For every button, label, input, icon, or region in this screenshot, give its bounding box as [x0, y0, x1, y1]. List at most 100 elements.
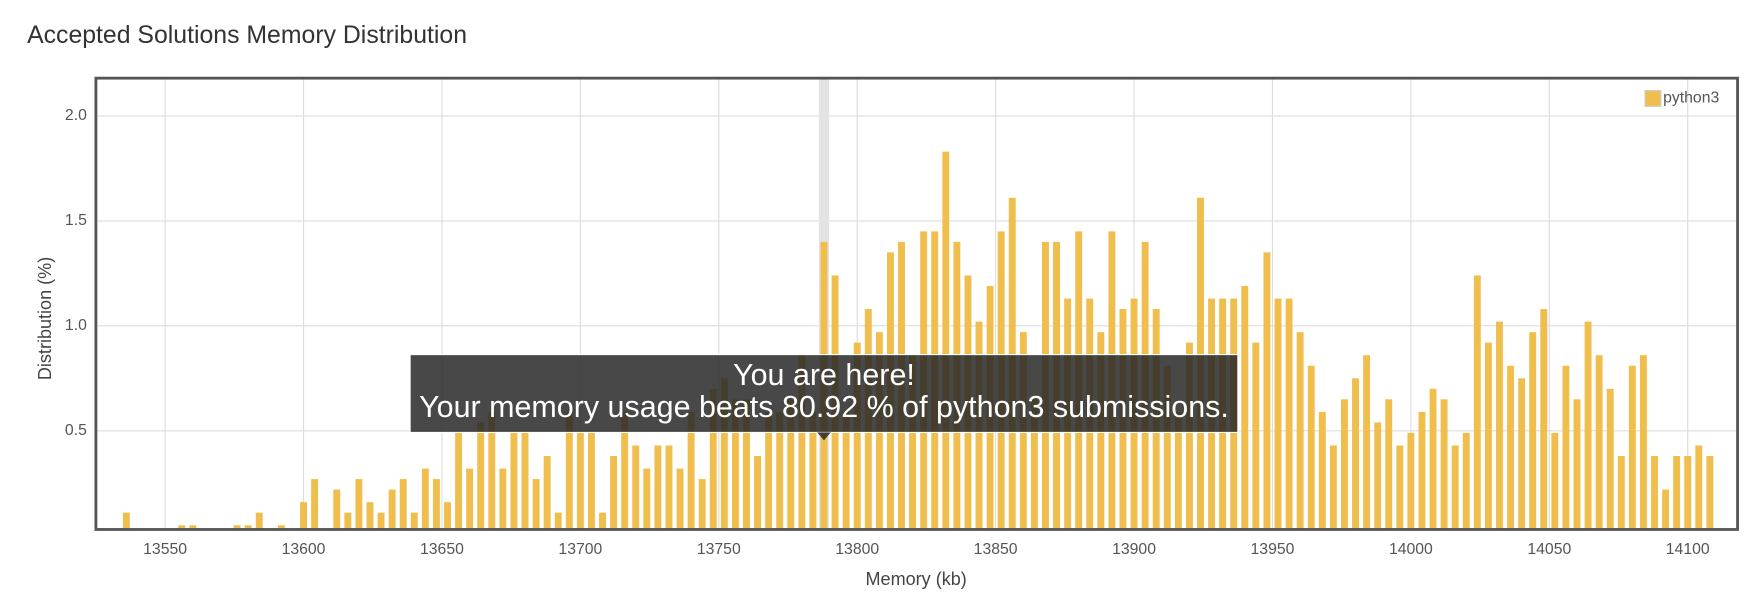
bar [1352, 378, 1359, 530]
bar [1174, 411, 1182, 530]
bar [632, 445, 640, 530]
bar [1673, 455, 1681, 530]
bar [643, 468, 651, 530]
bar [244, 525, 252, 530]
bar [333, 489, 341, 530]
bar [510, 432, 518, 530]
bar [1374, 422, 1382, 530]
bar [1606, 388, 1614, 530]
x-axis-label: Memory (kb) [866, 569, 967, 589]
bar [1185, 342, 1193, 530]
bar [610, 455, 618, 530]
bar [720, 378, 728, 530]
bar [421, 468, 429, 530]
bar [410, 512, 418, 530]
x-tick-label: 13700 [558, 541, 602, 558]
x-tick-label: 13800 [835, 541, 879, 558]
x-tick-label: 13900 [1112, 541, 1156, 558]
bar [1418, 411, 1426, 530]
bar [698, 479, 706, 530]
bar [1706, 455, 1714, 530]
bar [842, 411, 850, 530]
bar [765, 411, 773, 530]
bar [798, 355, 806, 530]
bar [1030, 399, 1038, 530]
bar [754, 455, 762, 530]
bar [1440, 399, 1448, 530]
bar [743, 399, 750, 530]
bar [444, 502, 451, 530]
bar [277, 525, 285, 530]
bar [1429, 388, 1437, 530]
bar [942, 151, 950, 530]
bar [687, 411, 695, 530]
bar [1407, 432, 1415, 530]
bar [1396, 445, 1404, 530]
bar [122, 512, 130, 530]
x-tick-label: 14000 [1389, 541, 1433, 558]
bar [255, 512, 263, 530]
bar [565, 411, 573, 530]
bar [1263, 252, 1271, 530]
bar [787, 399, 795, 530]
bar [311, 479, 319, 530]
bar [587, 432, 595, 530]
y-axis-label: Distribution (%) [35, 257, 55, 380]
legend-label: python3 [1663, 90, 1719, 107]
bar [355, 479, 363, 530]
x-tick-label: 13650 [420, 541, 464, 558]
bar [1540, 309, 1548, 530]
bar [1595, 355, 1603, 530]
bar [499, 468, 507, 530]
bar [1285, 298, 1293, 530]
tooltip-text: You are here! [733, 358, 915, 392]
bar [1651, 455, 1658, 530]
bar [1329, 445, 1337, 530]
x-tick-label: 14050 [1527, 541, 1571, 558]
x-tick-label: 13750 [697, 541, 741, 558]
tooltip-box [409, 354, 1239, 433]
bar [709, 388, 717, 530]
bar [189, 525, 197, 530]
bar [1484, 342, 1492, 530]
bar [1628, 365, 1636, 530]
plot-border [94, 76, 1739, 531]
bar [1518, 378, 1526, 530]
bar [1695, 445, 1703, 530]
bar [1385, 399, 1393, 530]
bar [377, 512, 385, 530]
bar [532, 479, 540, 530]
bar [1617, 455, 1625, 530]
bar [1684, 455, 1692, 530]
bar [1340, 399, 1348, 530]
bar [388, 489, 396, 530]
bar [1241, 285, 1249, 530]
bar [1562, 365, 1570, 530]
bar [731, 399, 739, 530]
y-tick-label: 0.5 [65, 422, 87, 439]
bar [909, 355, 917, 530]
bar [344, 512, 352, 530]
bar [399, 479, 407, 530]
bar [599, 512, 606, 530]
bar [1363, 355, 1371, 530]
bar [477, 422, 485, 530]
bar [432, 479, 440, 530]
bar [1529, 332, 1537, 530]
tooltip-text: Your memory usage beats 80.92 % of pytho… [419, 390, 1229, 424]
x-tick-label: 13850 [974, 541, 1018, 558]
bar [621, 411, 629, 530]
bar [543, 455, 551, 530]
bar [776, 411, 784, 530]
bar [576, 432, 584, 530]
bar [1639, 355, 1647, 530]
bar [1296, 332, 1304, 530]
bar [1274, 298, 1282, 530]
bar [455, 432, 463, 530]
bar [1462, 432, 1470, 530]
bar [676, 468, 684, 530]
bar [1496, 321, 1503, 530]
bar [521, 432, 529, 530]
